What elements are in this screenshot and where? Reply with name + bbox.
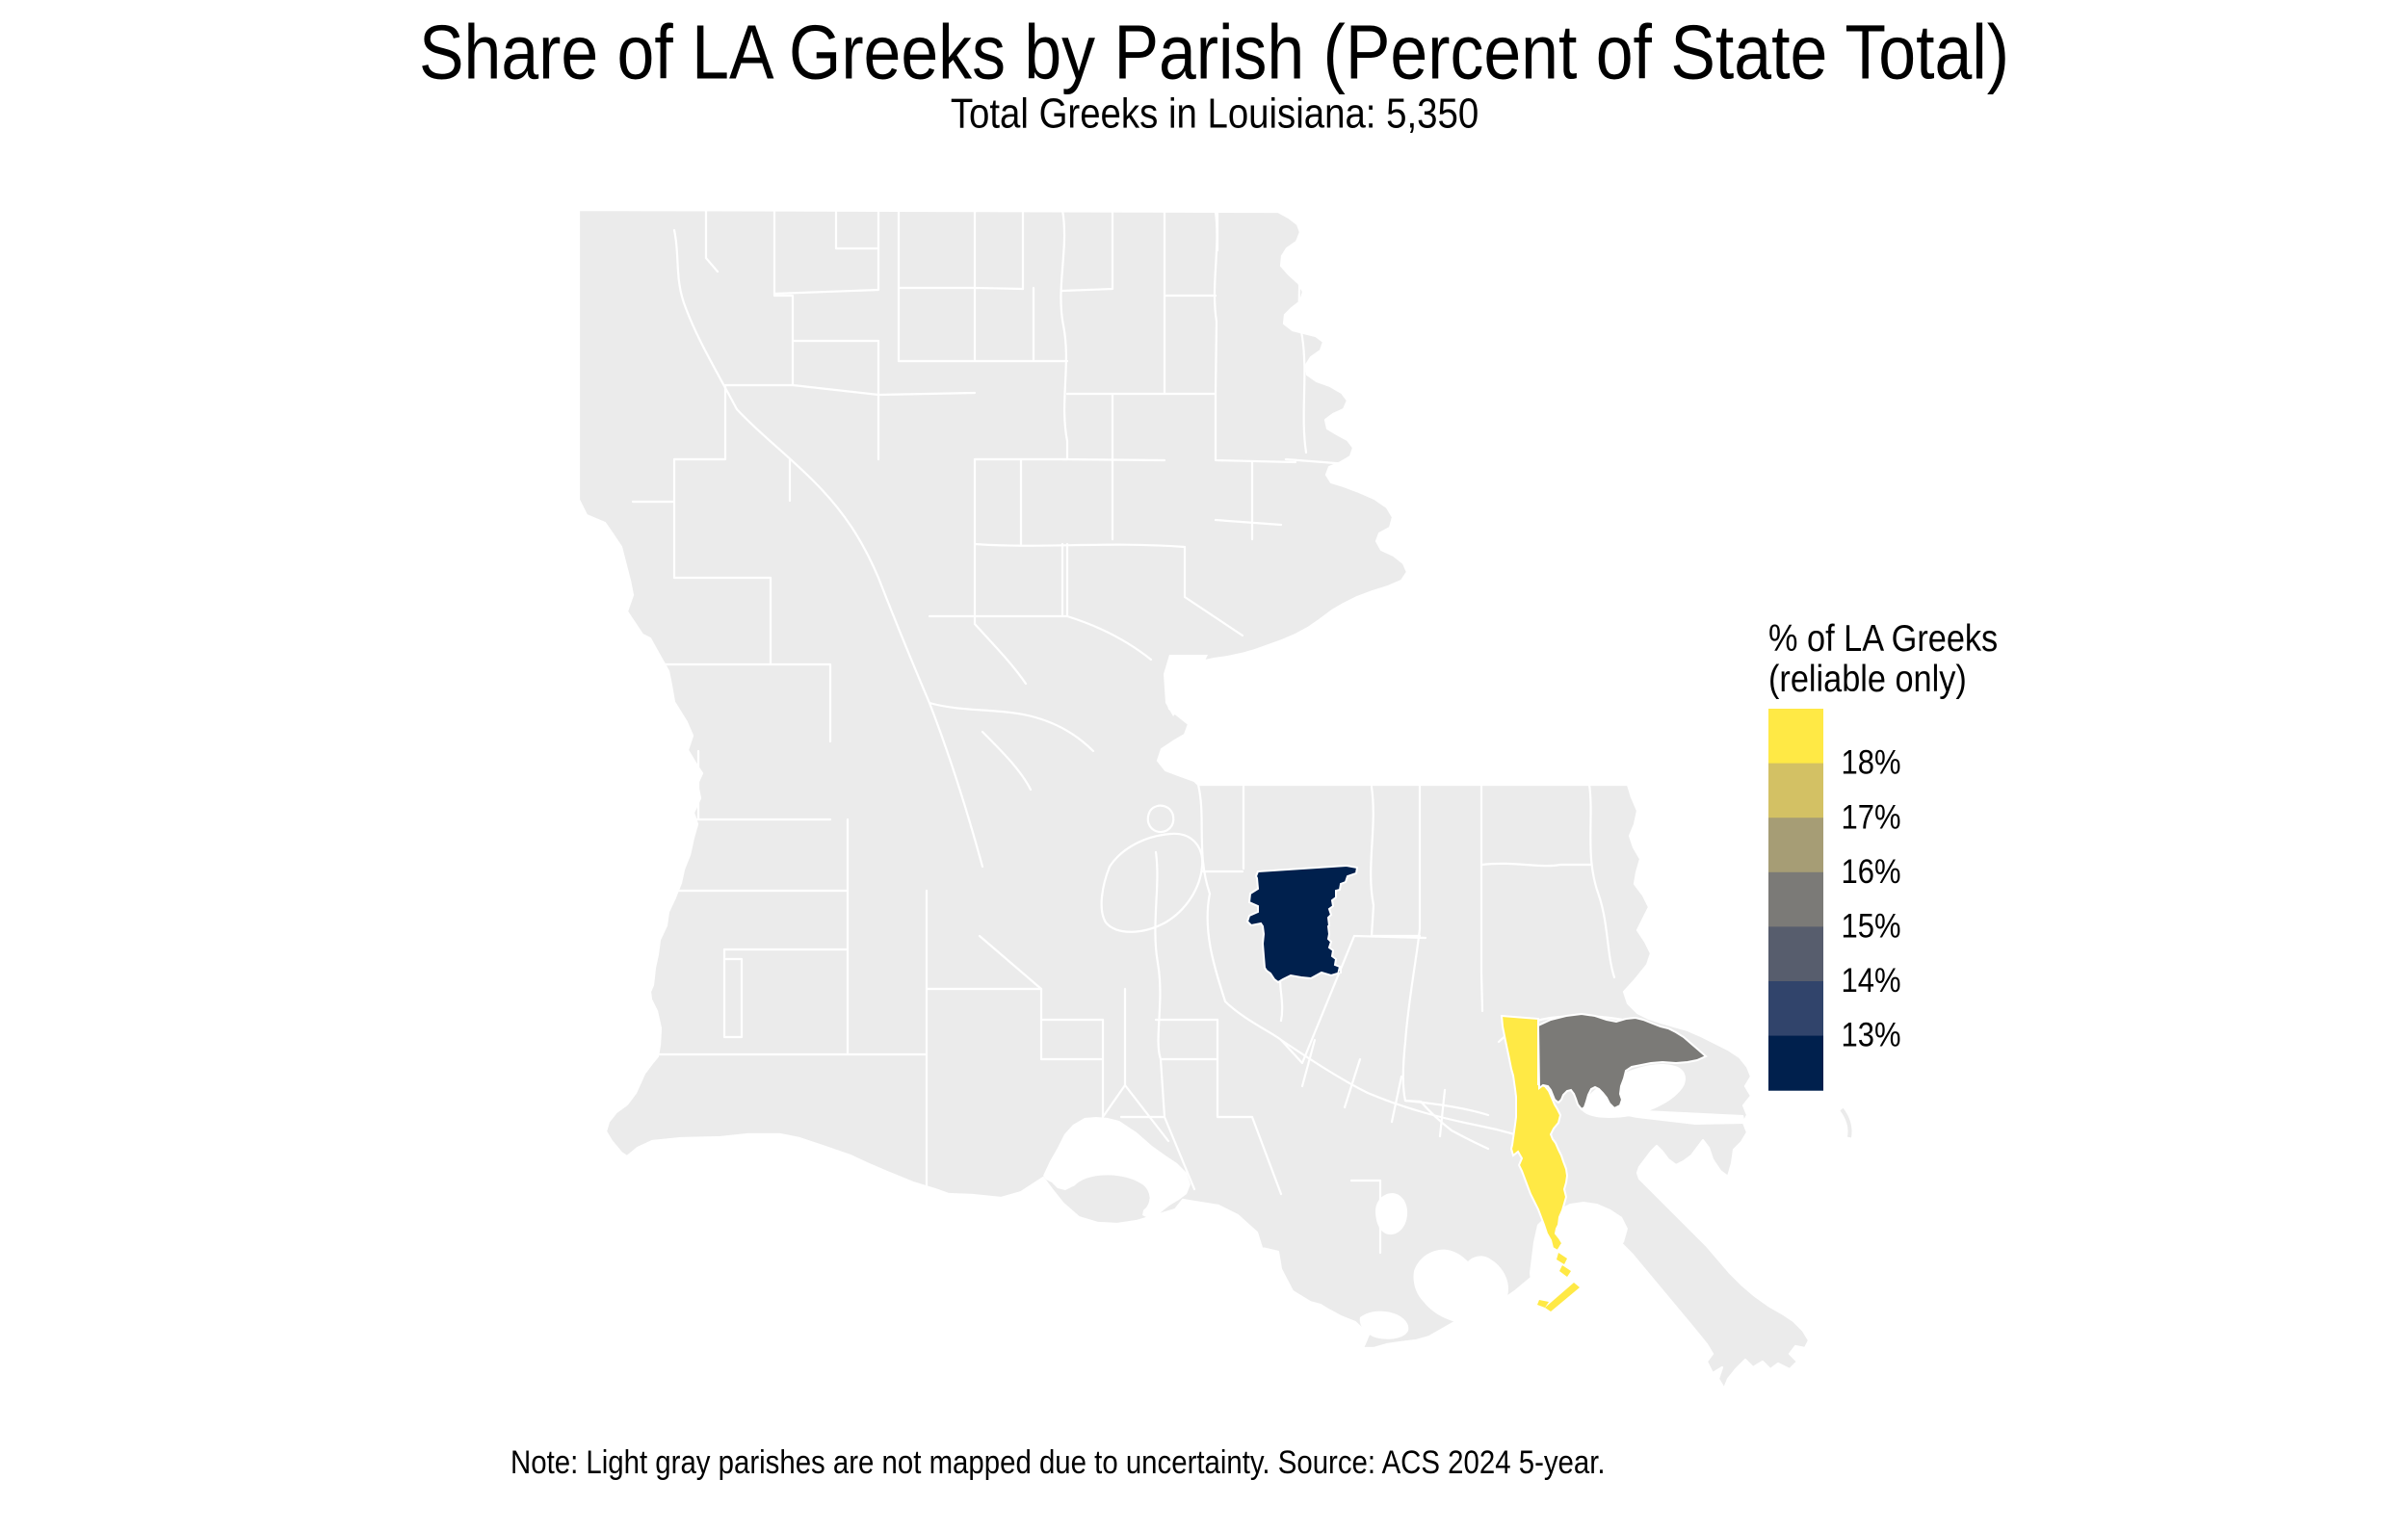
svg-text:(reliable only): (reliable only): [1768, 658, 1967, 699]
svg-text:17%: 17%: [1842, 799, 1901, 837]
svg-text:15%: 15%: [1842, 908, 1901, 946]
svg-text:13%: 13%: [1842, 1017, 1901, 1054]
svg-text:% of LA Greeks: % of LA Greeks: [1768, 617, 1998, 659]
svg-text:16%: 16%: [1842, 853, 1901, 891]
svg-text:Total Greeks in Louisiana: 5,3: Total Greeks in Louisiana: 5,350: [951, 90, 1479, 137]
svg-text:Share of LA Greeks by Parish (: Share of LA Greeks by Parish (Percent of…: [419, 9, 2009, 94]
svg-text:Note: Light gray parishes are: Note: Light gray parishes are not mapped…: [510, 1443, 1606, 1480]
svg-text:14%: 14%: [1842, 962, 1901, 1000]
svg-text:18%: 18%: [1842, 744, 1901, 782]
